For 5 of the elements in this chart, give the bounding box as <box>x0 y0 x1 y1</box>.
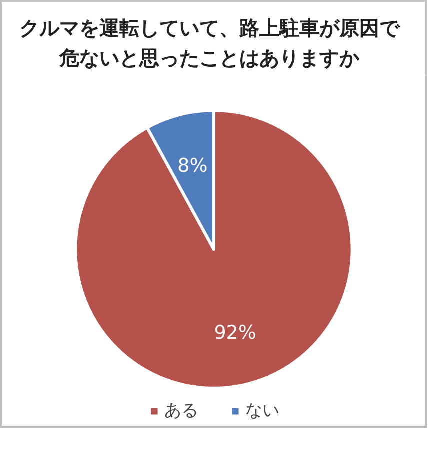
legend-label: ある <box>164 400 198 422</box>
data-label: 8% <box>178 155 208 178</box>
chart-title: クルマを運転していて、路上駐車が原因で危ないと思ったことはありますか <box>18 15 402 72</box>
legend-label: ない <box>246 400 280 422</box>
data-label: 92% <box>214 322 256 344</box>
